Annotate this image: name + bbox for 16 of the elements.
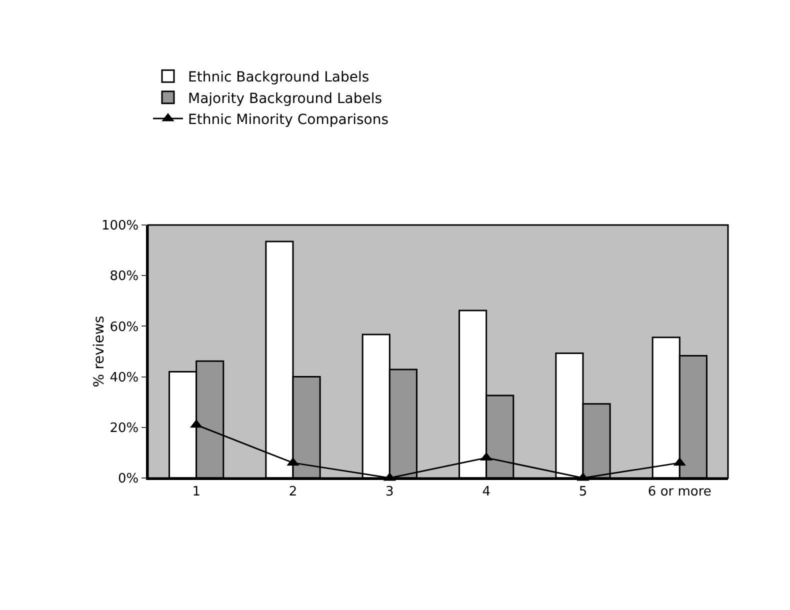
x-tick-label: 6 or more (648, 484, 712, 500)
y-tick-label: 40% (110, 370, 139, 386)
x-tick-label: 4 (482, 484, 490, 500)
y-tick-label: 0% (118, 472, 139, 487)
legend-label: Majority Background Labels (188, 90, 382, 107)
y-tick-label: 20% (110, 420, 139, 436)
y-axis-title: % reviews (92, 316, 108, 388)
x-tick-label: 3 (386, 484, 394, 500)
y-tick-label: 100% (101, 218, 139, 234)
y-tick-label: 60% (110, 320, 139, 335)
legend-label: Ethnic Minority Comparisons (188, 112, 389, 128)
x-tick-label: 2 (288, 484, 298, 500)
legend-label: Ethnic Background Labels (188, 70, 370, 86)
x-tick-label: 1 (192, 484, 200, 500)
x-tick-label: 5 (578, 484, 588, 500)
y-tick-label: 80% (110, 269, 139, 284)
